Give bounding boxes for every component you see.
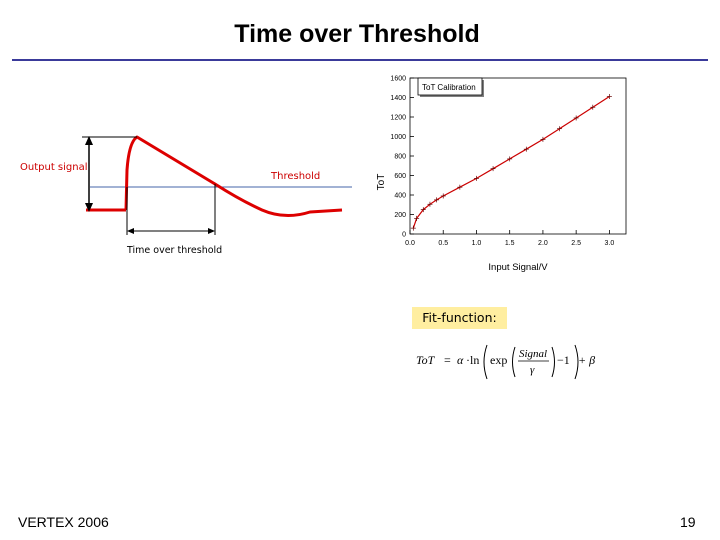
formula-denominator: γ [530, 364, 535, 376]
y-tick-label-4: 800 [394, 154, 406, 161]
formula-alpha: α [457, 353, 464, 367]
pulse-curve [124, 135, 343, 217]
formula-paren-inner-right [551, 346, 555, 378]
y-tick-label-6: 1200 [390, 115, 406, 122]
data-point-11 [540, 136, 546, 142]
y-tick-label-0: 0 [402, 232, 406, 239]
fit-formula: ToT = α · ln exp Signal γ −1 + β [416, 344, 595, 380]
chart-series [410, 94, 612, 231]
formula-eq: = [444, 353, 451, 367]
x-tick-label-2: 1.0 [472, 240, 482, 247]
chart-legend: ToT Calibration [417, 77, 484, 97]
page-number: 19 [680, 514, 696, 530]
output-signal-label: Output signal [20, 162, 88, 173]
tot-arrow-head-right [208, 228, 215, 234]
threshold-label: Threshold [271, 171, 321, 182]
data-point-10 [523, 146, 529, 152]
pulse-diagram [82, 135, 352, 235]
data-point-14 [590, 104, 596, 110]
data-point-3 [427, 201, 433, 207]
series-line-0 [412, 95, 610, 229]
x-axis-label: Input Signal/V [488, 262, 548, 273]
data-point-0 [410, 225, 416, 231]
data-point-13 [573, 115, 579, 121]
y-tick-label-1: 200 [394, 212, 406, 219]
formula-ln: ln [470, 353, 479, 367]
x-tick-label-0: 0.0 [405, 240, 415, 247]
x-tick-label-1: 0.5 [438, 240, 448, 247]
amplitude-arrow-head-top [85, 136, 93, 145]
tot-arrow-head-left [127, 228, 134, 234]
formula-minus-one: −1 [557, 353, 570, 367]
data-point-2 [420, 207, 426, 213]
slide-title: Time over Threshold [234, 20, 480, 48]
formula-lhs: ToT [416, 353, 436, 367]
data-point-9 [507, 156, 513, 162]
chart-axes: 0 200 400 600 800 1000 1200 1400 1600 0.0 0.5 1.0 1.… [390, 76, 627, 247]
x-tick-label-3: 1.5 [505, 240, 515, 247]
fit-function-label: Fit-function: [412, 307, 507, 329]
data-point-5 [440, 193, 446, 199]
title-rule [12, 59, 708, 61]
amplitude-arrow-head-bottom [85, 203, 93, 212]
y-tick-label-5: 1000 [390, 134, 406, 141]
data-point-8 [490, 166, 496, 172]
y-axis-label: ToT [376, 174, 387, 191]
formula-dot: · [466, 353, 470, 367]
y-tick-label-8: 1600 [390, 76, 406, 83]
formula-paren-outer-left [483, 344, 488, 380]
formula-numerator: Signal [519, 348, 547, 360]
footer-conference: VERTEX 2006 [18, 514, 109, 530]
data-point-1 [414, 215, 420, 221]
y-tick-label-2: 400 [394, 193, 406, 200]
data-point-4 [434, 197, 440, 203]
y-tick-label-3: 600 [394, 173, 406, 180]
formula-plus-beta: + β [578, 353, 595, 367]
tot-label: Time over threshold [127, 245, 223, 256]
data-point-15 [606, 94, 612, 100]
legend-label: ToT Calibration [422, 83, 476, 92]
formula-exp: exp [490, 353, 507, 367]
formula-paren-outer-right [574, 344, 579, 380]
formula-paren-inner-left [512, 346, 516, 378]
x-tick-label-5: 2.5 [571, 240, 581, 247]
data-point-12 [557, 126, 563, 132]
x-tick-label-6: 3.0 [605, 240, 615, 247]
data-point-6 [457, 184, 463, 190]
calibration-chart: 0 200 400 600 800 1000 1200 1400 1600 0.0 0.5 1.0 1.… [376, 76, 627, 273]
x-tick-label-4: 2.0 [538, 240, 548, 247]
data-point-7 [473, 175, 479, 181]
y-tick-label-7: 1400 [390, 95, 406, 102]
plot-frame [409, 77, 627, 235]
